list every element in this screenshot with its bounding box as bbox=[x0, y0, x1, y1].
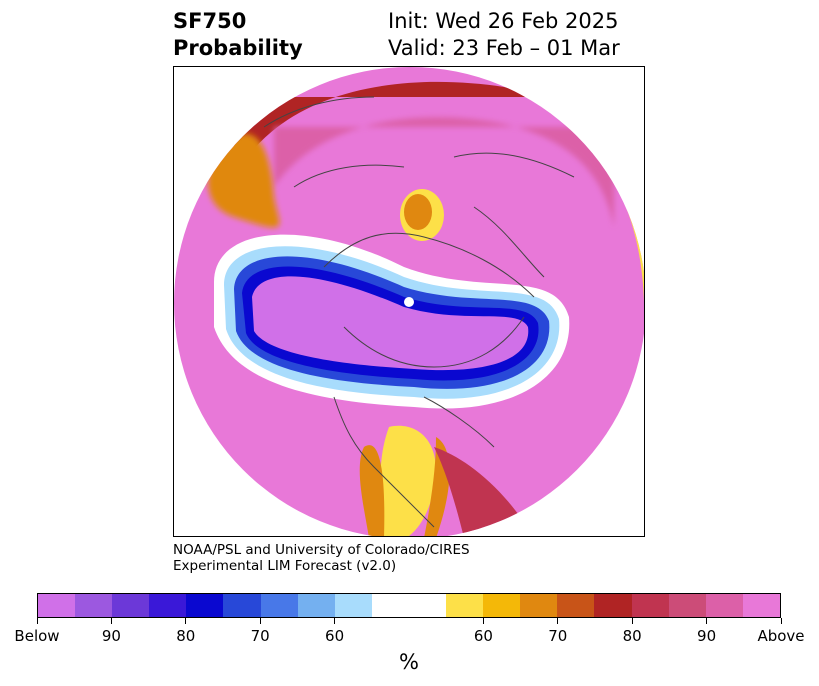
south-yellow-region bbox=[379, 425, 436, 536]
colorbar-segment bbox=[631, 594, 669, 617]
cold-core-region bbox=[252, 276, 529, 371]
colorbar bbox=[37, 593, 781, 618]
colorbar-segment bbox=[149, 594, 187, 617]
colorbar-tick bbox=[334, 618, 336, 624]
colorbar-tick bbox=[631, 618, 633, 624]
colorbar-tick-label: 70 bbox=[250, 627, 270, 645]
colorbar-tick-label: Above bbox=[757, 627, 805, 645]
country-outline bbox=[343, 316, 525, 368]
pole-dot-region bbox=[404, 297, 414, 307]
colorbar-segment bbox=[334, 594, 372, 617]
country-outline bbox=[473, 206, 545, 278]
map-title: SF750 Probability bbox=[173, 8, 303, 62]
colorbar-tick bbox=[706, 618, 708, 624]
valid-date: Valid: 23 Feb – 01 Mar bbox=[388, 36, 620, 60]
colorbar-tick bbox=[185, 618, 187, 624]
colorbar-segment bbox=[75, 594, 113, 617]
colorbar-tick bbox=[259, 618, 261, 624]
colorbar-tick-label: 90 bbox=[101, 627, 121, 645]
country-outline bbox=[453, 152, 575, 178]
colorbar-segment bbox=[483, 594, 521, 617]
colorbar-tick-label: 90 bbox=[697, 627, 717, 645]
colorbar-segment bbox=[742, 594, 780, 617]
colorbar-tick-label: 60 bbox=[473, 627, 493, 645]
south-orange-l-region bbox=[359, 445, 385, 536]
colorbar-tick-label: 80 bbox=[622, 627, 642, 645]
credit-text: NOAA/PSL and University of Colorado/CIRE… bbox=[173, 542, 470, 574]
colorbar-segment bbox=[186, 594, 224, 617]
colorbar-segment bbox=[446, 594, 484, 617]
colorbar-segment bbox=[297, 594, 335, 617]
colorbar-tick-label: 80 bbox=[176, 627, 196, 645]
colorbar-segment bbox=[112, 594, 150, 617]
polar-map-svg bbox=[174, 67, 644, 536]
south-red-region bbox=[434, 447, 534, 536]
colorbar-tick bbox=[36, 618, 38, 624]
country-outline bbox=[293, 164, 405, 188]
colorbar-tick-label: Below bbox=[14, 627, 60, 645]
credit-line-2: Experimental LIM Forecast (v2.0) bbox=[173, 558, 397, 574]
colorbar-tick bbox=[482, 618, 484, 624]
colorbar-segment bbox=[668, 594, 706, 617]
title-line-1: SF750 bbox=[173, 9, 247, 33]
country-outline bbox=[323, 232, 535, 298]
probability-field bbox=[174, 67, 644, 536]
colorbar-segment bbox=[260, 594, 298, 617]
country-outline bbox=[263, 96, 375, 128]
init-date: Init: Wed 26 Feb 2025 bbox=[388, 9, 619, 33]
colorbar-segment bbox=[520, 594, 558, 617]
colorbar-segment bbox=[38, 594, 76, 617]
credit-line-1: NOAA/PSL and University of Colorado/CIRE… bbox=[173, 542, 470, 558]
orange-spot-region bbox=[404, 194, 432, 230]
country-outline bbox=[333, 396, 435, 528]
colorbar-tick-label: 60 bbox=[325, 627, 345, 645]
colorbar-tick bbox=[110, 618, 112, 624]
colorbar-tick bbox=[780, 618, 782, 624]
colorbar-tick bbox=[557, 618, 559, 624]
colorbar-segment bbox=[371, 594, 447, 617]
probability-map bbox=[173, 66, 645, 537]
colorbar-segment bbox=[594, 594, 632, 617]
title-line-2: Probability bbox=[173, 36, 303, 60]
colorbar-tick-label: 70 bbox=[548, 627, 568, 645]
forecast-dates: Init: Wed 26 Feb 2025 Valid: 23 Feb – 01… bbox=[388, 8, 620, 62]
country-outline bbox=[423, 396, 495, 448]
colorbar-unit: % bbox=[399, 650, 419, 674]
colorbar-segment bbox=[705, 594, 743, 617]
colorbar-segment bbox=[223, 594, 261, 617]
left-orange-region bbox=[208, 133, 280, 228]
colorbar-segment bbox=[557, 594, 595, 617]
